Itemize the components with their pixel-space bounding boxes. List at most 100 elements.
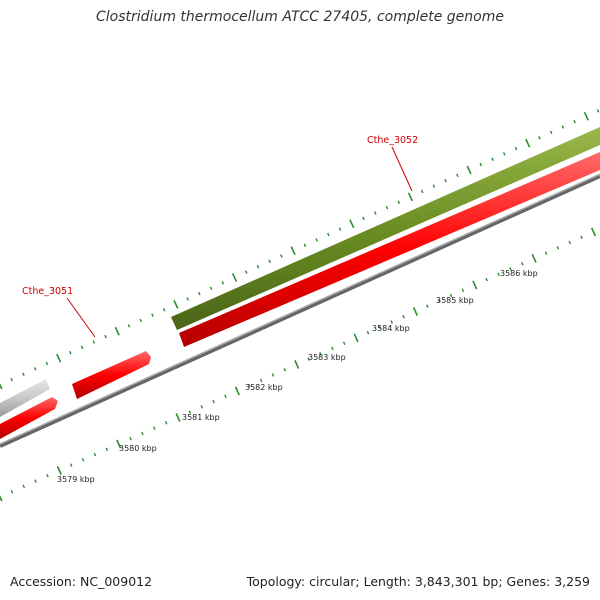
major-tick [353,333,359,343]
minor-tick [362,216,365,221]
minor-tick [544,251,548,255]
major-tick [349,219,355,229]
minor-tick [580,235,583,239]
scale-label: 3579 kbp [57,475,95,484]
minor-tick [198,291,201,296]
minor-tick [502,152,506,156]
minor-tick [22,372,25,376]
minor-tick [385,205,389,210]
minor-tick [514,146,518,151]
gene-feature-minus-long[interactable] [179,152,600,347]
minor-tick [81,458,85,462]
minor-tick [596,109,600,113]
minor-tick [33,367,37,371]
minor-tick [45,361,49,366]
minor-tick [69,463,73,467]
minor-tick [224,394,227,399]
minor-tick [538,136,541,140]
minor-tick [520,261,524,266]
minor-tick [307,357,310,361]
minor-tick [491,157,494,162]
scale-label: 3581 kbp [182,413,220,422]
minor-tick [280,254,283,258]
major-tick [290,246,296,256]
scale-label: 3582 kbp [245,383,283,392]
minor-tick [509,267,512,271]
minor-tick [420,189,424,194]
minor-tick [397,200,401,205]
scale-tick-track [0,227,597,502]
minor-tick [153,426,156,430]
minor-tick [129,436,132,441]
minor-tick [141,431,144,436]
minor-tick [271,373,275,377]
minor-tick [104,334,107,339]
genome-summary-text: Topology: circular; Length: 3,843,301 bp… [246,574,590,589]
gene-feature-cthe-3052[interactable] [171,127,600,330]
minor-tick [256,265,260,269]
major-tick [56,353,62,363]
minor-tick [303,243,307,248]
minor-tick [22,484,26,489]
minor-tick [556,246,560,250]
minor-tick [319,352,322,356]
minor-tick [497,272,500,277]
minor-tick [444,179,447,183]
major-tick [231,273,238,282]
minor-tick [188,410,192,414]
major-tick [56,466,62,475]
minor-tick [366,330,370,335]
map-title: Clostridium thermocellum ATCC 27405, com… [96,9,504,25]
scale-label: 3584 kbp [372,324,410,333]
major-tick [173,299,179,309]
gene-feature-other [0,379,50,417]
minor-tick [10,377,14,382]
minor-tick [186,297,189,301]
minor-tick [342,341,346,345]
minor-tick [80,345,84,350]
minor-tick [338,227,342,231]
major-tick [525,138,531,148]
minor-tick [437,299,441,303]
minor-tick [549,130,553,135]
genome-backbone [0,174,600,448]
scale-label: 3586 kbp [500,269,538,278]
major-tick [531,253,537,263]
minor-tick [485,277,488,282]
outer-tick-track [0,109,600,390]
minor-tick [244,270,248,274]
minor-tick [259,378,263,383]
minor-tick [432,184,436,188]
minor-tick [456,173,459,178]
gene-label-cthe-3051: Cthe_3051 [22,286,73,297]
major-tick [0,495,3,502]
minor-tick [390,320,393,324]
minor-tick [479,162,483,167]
minor-tick [200,405,204,409]
minor-tick [209,286,213,290]
scale-label: 3583 kbp [308,353,346,362]
gene-label-cthe-3052: Cthe_3052 [367,135,418,146]
minor-tick [34,479,37,483]
minor-tick [46,474,49,478]
scale-label: 3585 kbp [436,296,474,305]
minor-tick [69,351,72,355]
major-tick [466,165,472,175]
gene-feature-minus-left [0,397,58,439]
minor-tick [402,314,405,319]
major-tick [412,307,419,316]
major-tick [234,386,240,396]
minor-tick [92,340,96,344]
minor-tick [327,232,330,237]
minor-tick [164,421,168,425]
major-tick [472,280,478,290]
gene-feature-cthe-3051[interactable] [72,351,151,399]
minor-tick [151,313,154,317]
major-tick [590,227,597,237]
minor-tick [105,447,109,452]
label-leader-cthe-3052 [391,146,413,192]
minor-tick [93,452,97,457]
major-tick [0,383,3,390]
